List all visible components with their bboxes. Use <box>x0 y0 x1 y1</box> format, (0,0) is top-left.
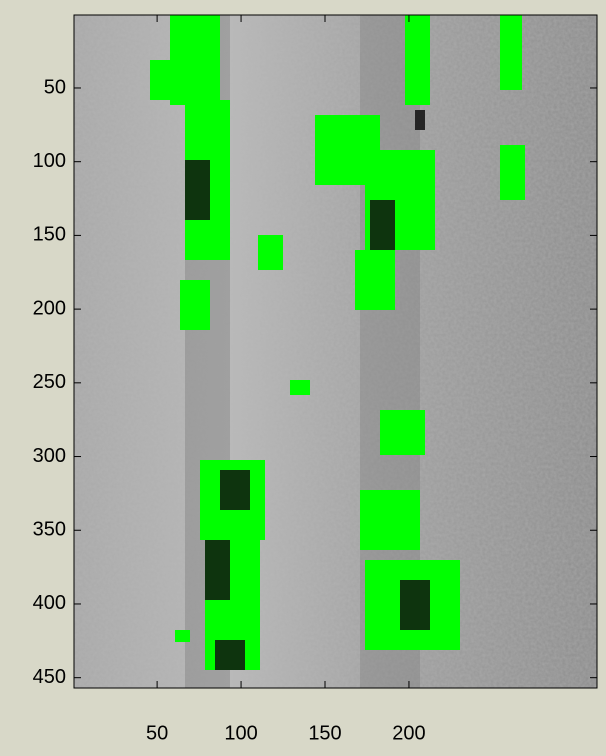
x-tick-label: 50 <box>146 722 168 744</box>
y-tick-label: 150 <box>33 224 66 246</box>
y-tick-label: 300 <box>33 445 66 467</box>
y-tick-label: 400 <box>33 592 66 614</box>
y-tick-label: 100 <box>33 150 66 172</box>
axes-box <box>73 14 598 689</box>
y-tick-label: 250 <box>33 371 66 393</box>
y-tick-label: 200 <box>33 297 66 319</box>
y-tick-label: 350 <box>33 519 66 541</box>
image <box>74 15 597 688</box>
x-tick-label: 150 <box>308 722 341 744</box>
x-tick-label: 100 <box>224 722 257 744</box>
y-tick-label: 450 <box>33 666 66 688</box>
y-tick-label: 50 <box>44 76 66 98</box>
x-tick-label: 200 <box>392 722 425 744</box>
